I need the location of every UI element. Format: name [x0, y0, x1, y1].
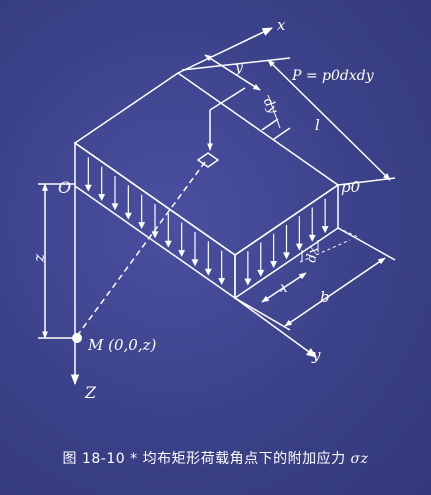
slab-top-face — [73, 72, 340, 256]
load-arrow-head — [164, 240, 172, 248]
figure-number: 图 18-10 * — [62, 451, 138, 467]
x-axis — [177, 27, 273, 74]
load-formula-label: P = p0dxdy — [291, 68, 375, 84]
figure-caption: 图 18-10 * 均布矩形荷载角点下的附加应力 σz — [0, 448, 431, 468]
load-arrow-head — [98, 194, 106, 202]
stress-diagram: x y Z O z M (0,0,z) P = p0dxdy p0 y dy l… — [32, 16, 396, 402]
load-element — [196, 152, 220, 168]
load-arrow-head — [84, 184, 92, 192]
dy-dimension-label: dy — [260, 95, 281, 116]
load-arrow-head — [244, 278, 252, 286]
load-arrow-head — [151, 231, 159, 239]
load-arrow-head — [257, 269, 265, 277]
y-axis-label: y — [311, 346, 321, 364]
load-arrow-head — [204, 268, 212, 276]
b-dimension-label: b — [320, 288, 330, 306]
pressure-label: p0 — [341, 178, 361, 196]
load-arrow-head — [138, 222, 146, 230]
caption-text: 均布矩形荷载角点下的附加应力 — [142, 451, 346, 467]
y-dimension-label: y — [234, 60, 244, 76]
x-dimension-label: x — [280, 280, 288, 296]
depth-label: z — [32, 253, 50, 262]
dx-dimension-label: dx — [304, 245, 322, 264]
b-dimension-line — [284, 257, 386, 327]
load-arrow-head — [178, 250, 186, 258]
distributed-load-arrows — [84, 157, 329, 286]
origin-label: O — [58, 178, 71, 197]
load-arrow-head — [270, 261, 278, 269]
point-m — [72, 333, 82, 343]
x-axis-label: x — [277, 16, 286, 34]
load-arrow-head — [218, 278, 226, 286]
y-axis — [234, 297, 317, 358]
l-dimension-label: l — [315, 116, 320, 134]
y-dimension-line — [204, 54, 261, 91]
influence-line — [76, 161, 206, 337]
point-m-label: M (0,0,z) — [87, 336, 157, 354]
load-arrow-head — [308, 234, 316, 242]
load-arrow-head — [111, 203, 119, 211]
l-dimension-line — [267, 59, 391, 181]
load-arrow-head — [191, 259, 199, 267]
load-arrow-head — [321, 226, 329, 234]
load-arrow-head — [283, 252, 290, 260]
load-arrow-head — [295, 243, 303, 251]
z-axis-label: Z — [84, 383, 97, 402]
caption-symbol: σz — [350, 451, 369, 467]
load-arrow-head — [124, 212, 132, 220]
